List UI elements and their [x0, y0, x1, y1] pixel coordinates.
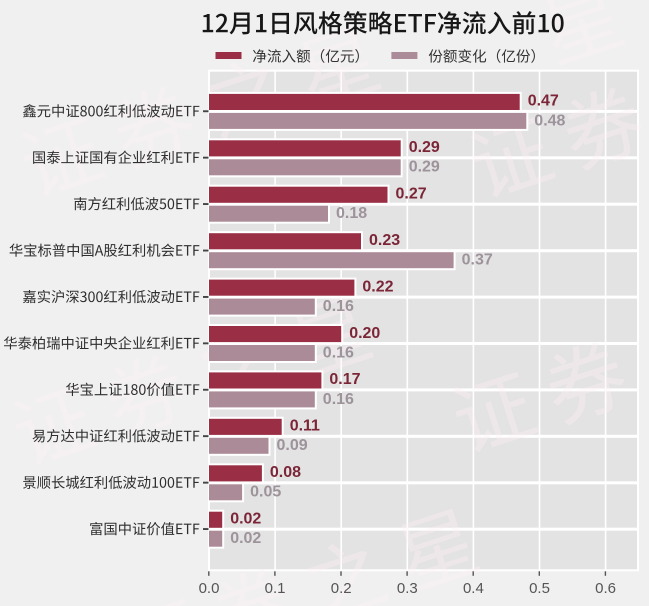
- svg-text:0.3: 0.3: [397, 580, 418, 597]
- svg-text:0.23: 0.23: [369, 232, 400, 249]
- svg-text:0.16: 0.16: [323, 391, 354, 408]
- svg-text:0.09: 0.09: [277, 437, 308, 454]
- svg-text:0.18: 0.18: [336, 205, 367, 222]
- svg-text:0.11: 0.11: [290, 418, 320, 435]
- svg-text:0.0: 0.0: [199, 580, 220, 597]
- svg-text:0.2: 0.2: [331, 580, 352, 597]
- svg-text:0.1: 0.1: [265, 580, 286, 597]
- svg-text:0.08: 0.08: [270, 464, 301, 481]
- svg-text:0.02: 0.02: [230, 511, 261, 528]
- svg-text:0.27: 0.27: [396, 186, 427, 203]
- svg-text:0.16: 0.16: [323, 298, 354, 315]
- svg-text:0.20: 0.20: [349, 325, 380, 342]
- svg-text:0.5: 0.5: [529, 580, 550, 597]
- svg-text:0.16: 0.16: [323, 344, 354, 361]
- svg-text:0.05: 0.05: [250, 484, 281, 501]
- svg-text:0.02: 0.02: [230, 530, 261, 547]
- svg-text:0.17: 0.17: [329, 371, 360, 388]
- svg-text:0.29: 0.29: [409, 139, 440, 156]
- svg-text:0.29: 0.29: [409, 159, 440, 176]
- svg-text:0.4: 0.4: [463, 580, 484, 597]
- svg-text:0.48: 0.48: [534, 112, 565, 129]
- svg-text:0.22: 0.22: [362, 278, 393, 295]
- svg-text:0.47: 0.47: [528, 93, 559, 110]
- svg-text:0.6: 0.6: [595, 580, 616, 597]
- svg-text:0.37: 0.37: [462, 252, 493, 269]
